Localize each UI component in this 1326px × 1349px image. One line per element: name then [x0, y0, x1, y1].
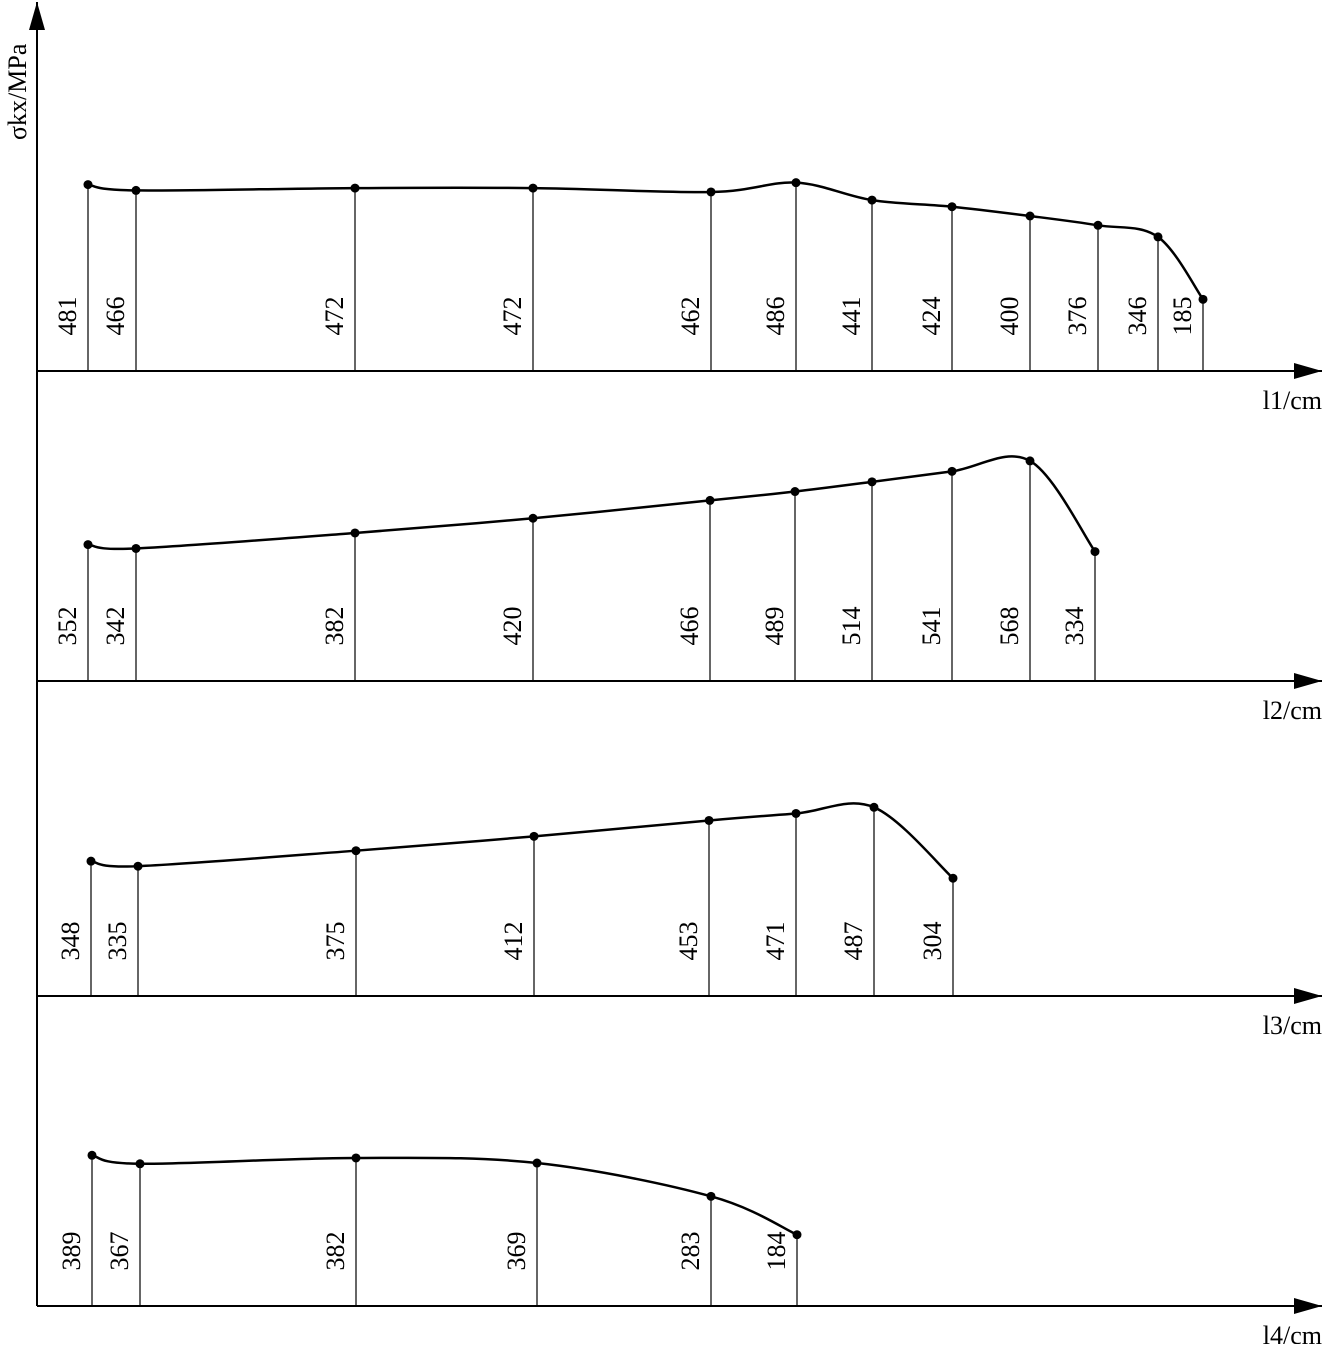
- point: [1025, 456, 1035, 466]
- point: [947, 466, 957, 476]
- value-label: 304: [918, 922, 947, 961]
- point: [706, 187, 716, 197]
- point: [350, 528, 360, 538]
- point: [532, 1158, 542, 1168]
- point: [867, 195, 877, 205]
- value-label: 471: [761, 922, 790, 961]
- point: [705, 495, 715, 505]
- point: [528, 513, 538, 523]
- value-label: 335: [103, 922, 132, 961]
- value-label: 342: [101, 607, 130, 646]
- x-axis-label: l1/cm: [1263, 386, 1322, 415]
- point: [1153, 232, 1163, 242]
- point: [135, 1159, 145, 1169]
- point: [351, 846, 361, 856]
- point: [1025, 211, 1035, 221]
- point: [351, 1153, 361, 1163]
- point: [529, 831, 539, 841]
- value-label: 352: [53, 607, 82, 646]
- point: [131, 185, 141, 195]
- point: [948, 873, 958, 883]
- curve: [90, 802, 954, 880]
- point: [706, 1191, 716, 1201]
- value-label: 346: [1123, 297, 1152, 336]
- value-label: 412: [499, 922, 528, 961]
- point: [83, 540, 93, 550]
- point: [704, 815, 714, 825]
- point: [133, 861, 143, 871]
- value-label: 466: [101, 297, 130, 336]
- value-label: 466: [675, 607, 704, 646]
- value-label: 367: [105, 1232, 134, 1271]
- point: [1198, 294, 1208, 304]
- point: [867, 477, 877, 487]
- value-label: 441: [837, 297, 866, 336]
- point: [869, 802, 879, 812]
- value-label: 420: [498, 607, 527, 646]
- curve: [91, 1154, 798, 1236]
- point: [87, 1150, 97, 1160]
- point: [792, 1230, 802, 1240]
- value-label: 462: [676, 297, 705, 336]
- value-label: 389: [57, 1232, 86, 1271]
- point: [791, 808, 801, 818]
- x-axis-label: l4/cm: [1263, 1321, 1322, 1344]
- point: [86, 856, 96, 866]
- value-label: 376: [1063, 297, 1092, 336]
- value-label: 375: [321, 922, 350, 961]
- value-label: 382: [321, 1232, 350, 1271]
- curve: [87, 181, 1205, 301]
- value-label: 334: [1060, 607, 1089, 646]
- value-label: 185: [1168, 297, 1197, 336]
- value-label: 514: [837, 607, 866, 646]
- point: [528, 183, 538, 193]
- point: [791, 178, 801, 188]
- point: [350, 183, 360, 193]
- value-label: 369: [502, 1232, 531, 1271]
- value-label: 400: [995, 297, 1024, 336]
- value-label: 382: [320, 607, 349, 646]
- value-label: 424: [917, 297, 946, 336]
- value-label: 568: [995, 607, 1024, 646]
- point: [947, 202, 957, 212]
- y-axis-label: σkx/MPa: [3, 43, 32, 140]
- value-label: 348: [56, 922, 85, 961]
- value-label: 487: [839, 922, 868, 961]
- point: [790, 487, 800, 497]
- point: [131, 543, 141, 553]
- value-label: 453: [674, 922, 703, 961]
- value-label: 184: [762, 1232, 791, 1271]
- value-label: 472: [498, 297, 527, 336]
- value-label: 472: [320, 297, 349, 336]
- point: [1090, 547, 1100, 557]
- value-label: 481: [53, 297, 82, 336]
- x-axis-label: l3/cm: [1263, 1011, 1322, 1040]
- value-label: 489: [760, 607, 789, 646]
- value-label: 283: [676, 1232, 705, 1271]
- point: [83, 180, 93, 190]
- curve: [87, 455, 1097, 553]
- value-label: 486: [761, 297, 790, 336]
- value-label: 541: [917, 607, 946, 646]
- point: [1093, 220, 1103, 230]
- x-axis-label: l2/cm: [1263, 696, 1322, 725]
